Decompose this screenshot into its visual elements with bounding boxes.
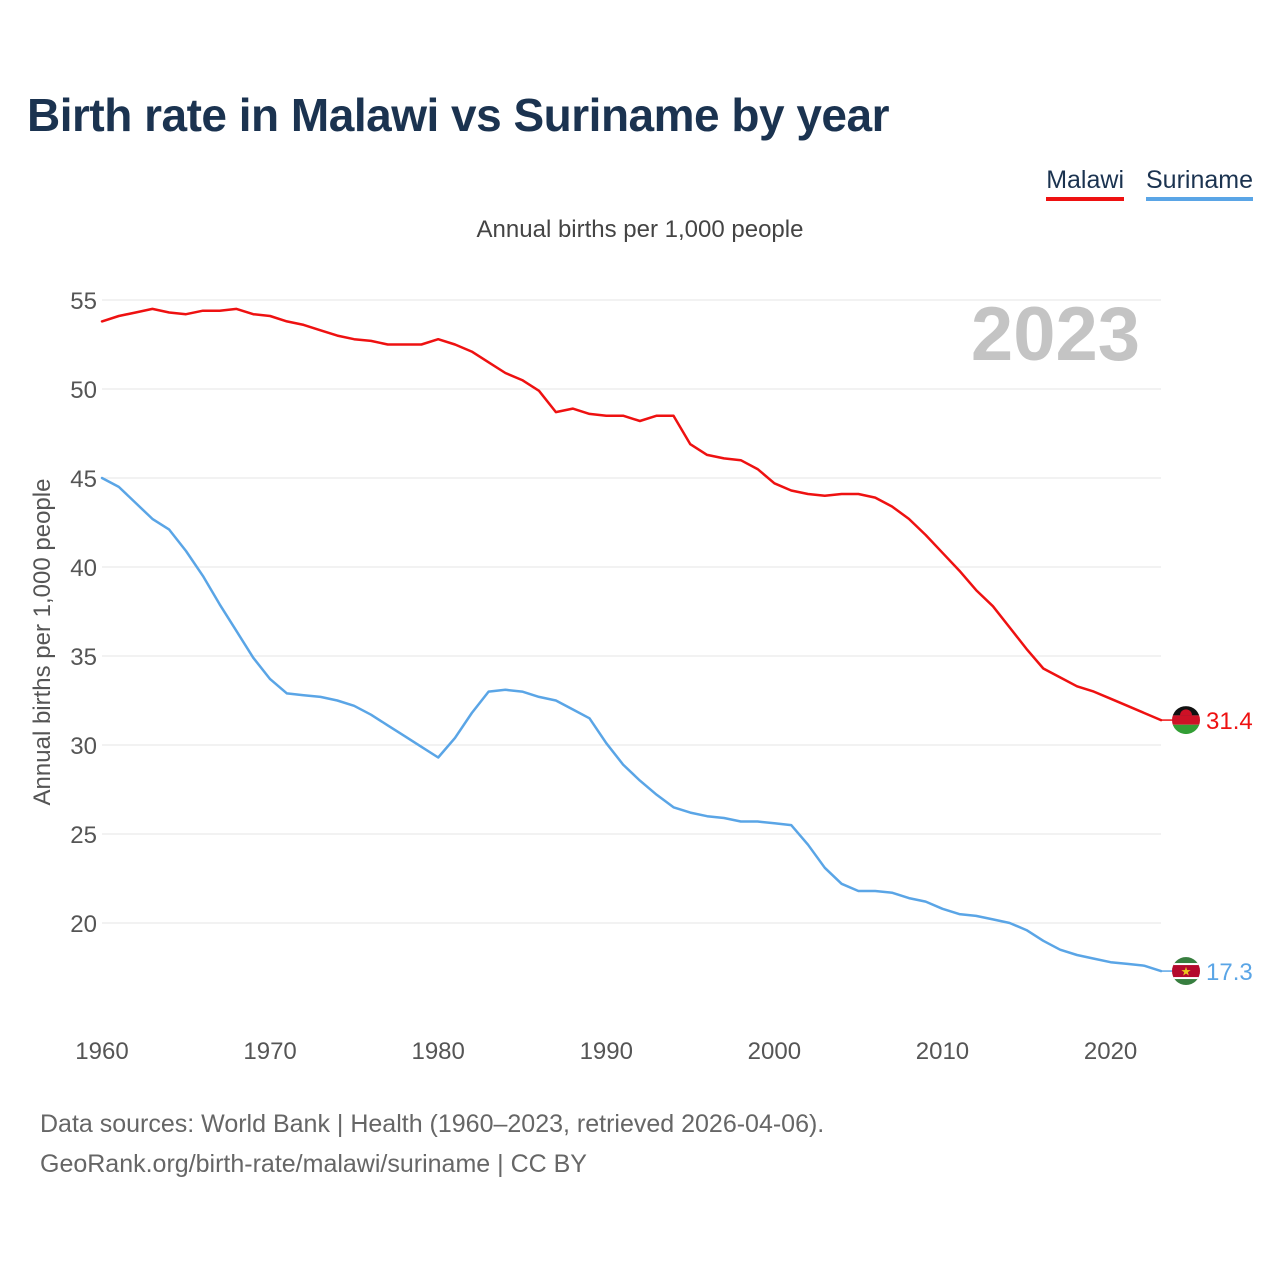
y-tick-label: 40 xyxy=(70,555,97,582)
end-markers: 31.4 ★ 17.3 xyxy=(1161,706,1253,986)
malawi-flag-icon xyxy=(1172,706,1200,735)
chart-title: Birth rate in Malawi vs Suriname by year xyxy=(27,89,890,141)
y-tick-label: 55 xyxy=(70,288,97,315)
y-tick-label: 30 xyxy=(70,733,97,760)
y-tick-label: 45 xyxy=(70,466,97,493)
y-tick-label: 25 xyxy=(70,822,97,849)
x-tick-label: 1970 xyxy=(243,1038,296,1065)
y-tick-label: 35 xyxy=(70,644,97,671)
x-tick-label: 1960 xyxy=(75,1038,128,1065)
end-value-label: 17.3 xyxy=(1206,959,1253,986)
legend-item-suriname[interactable]: Suriname xyxy=(1146,166,1253,201)
y-axis-label: Annual births per 1,000 people xyxy=(29,479,56,806)
chart-subtitle: Annual births per 1,000 people xyxy=(476,216,804,243)
series-line-suriname[interactable] xyxy=(100,476,1163,973)
x-tick-label: 2010 xyxy=(916,1038,969,1065)
svg-text:★: ★ xyxy=(1181,965,1192,979)
x-tick-label: 2020 xyxy=(1084,1038,1137,1065)
x-axis-ticks: 1960 1970 1980 1990 2000 2010 2020 xyxy=(75,1038,1137,1065)
footer: Data sources: World Bank | Health (1960–… xyxy=(40,1104,824,1184)
x-tick-label: 1990 xyxy=(580,1038,633,1065)
series-line-malawi[interactable] xyxy=(100,307,1163,722)
x-tick-label: 2000 xyxy=(748,1038,801,1065)
grid-lines xyxy=(102,299,1161,924)
legend-item-malawi[interactable]: Malawi xyxy=(1046,166,1124,201)
x-tick-label: 1980 xyxy=(411,1038,464,1065)
legend: Malawi Suriname xyxy=(1046,166,1253,201)
y-tick-label: 20 xyxy=(70,911,97,938)
series-lines xyxy=(100,307,1163,973)
suriname-flag-icon: ★ xyxy=(1172,957,1200,986)
footer-sources: Data sources: World Bank | Health (1960–… xyxy=(40,1110,825,1138)
end-value-label: 31.4 xyxy=(1206,708,1253,735)
y-tick-label: 50 xyxy=(70,377,97,404)
current-year-label: 2023 xyxy=(971,292,1140,377)
footer-link[interactable]: GeoRank.org/birth-rate/malawi/suriname |… xyxy=(40,1150,587,1178)
y-axis-ticks: 20 25 30 35 40 45 50 55 xyxy=(70,288,97,938)
line-chart: 20 25 30 35 40 45 50 55 1960 1970 1980 1990 2000 201… xyxy=(29,288,1253,1065)
